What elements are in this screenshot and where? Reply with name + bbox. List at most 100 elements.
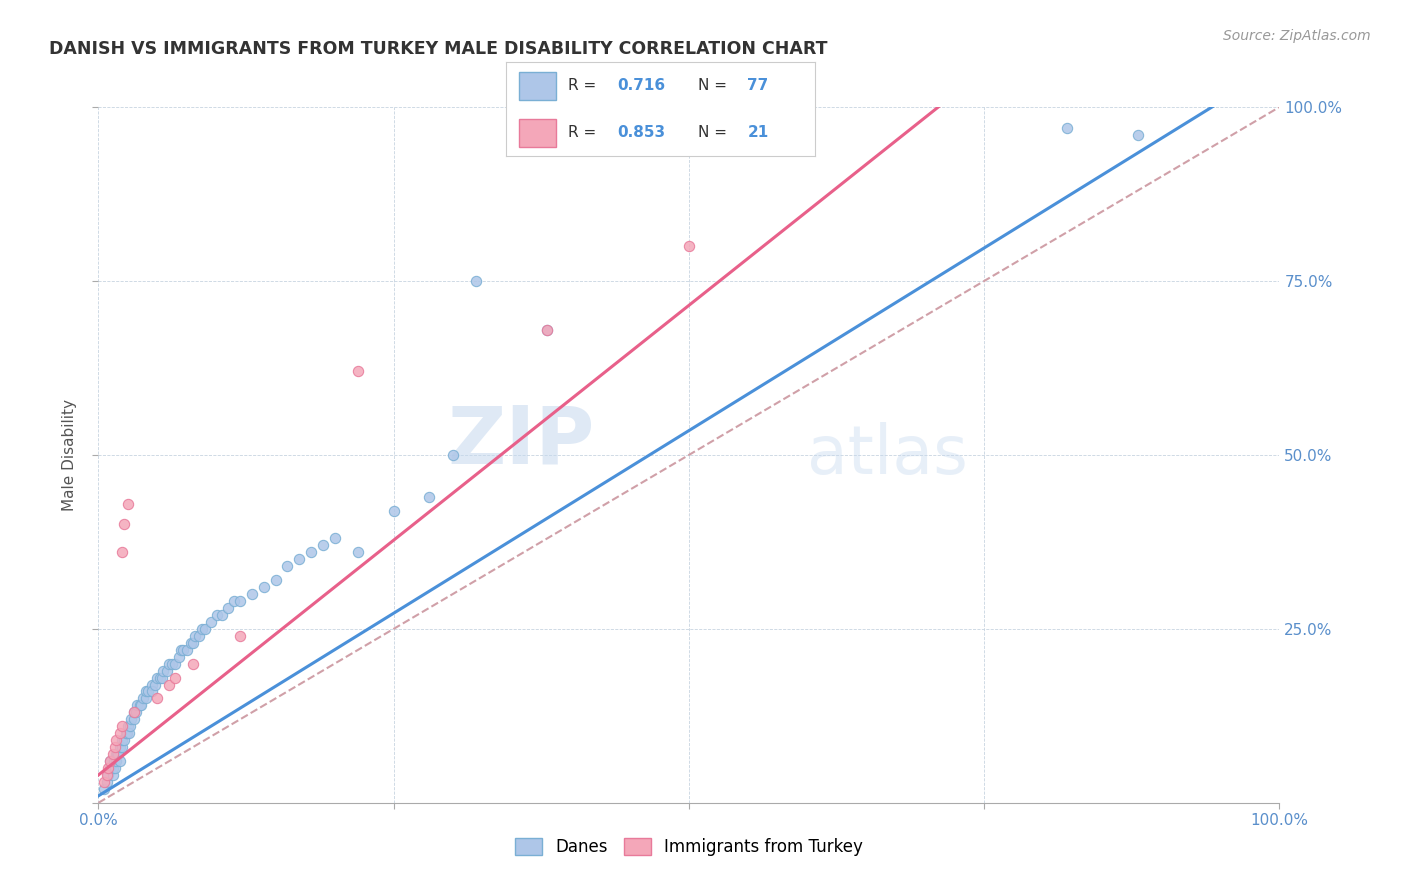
Point <box>678 239 700 253</box>
Point <box>157 657 180 671</box>
Text: N =: N = <box>697 125 727 140</box>
Point <box>536 323 558 337</box>
Point <box>152 664 174 678</box>
Point <box>107 747 129 761</box>
Point <box>323 532 346 546</box>
Point <box>299 545 322 559</box>
Point <box>181 636 204 650</box>
Point <box>441 448 464 462</box>
Text: 21: 21 <box>748 125 769 140</box>
Point <box>156 664 179 678</box>
Point <box>224 594 246 608</box>
Point <box>118 726 141 740</box>
Point <box>112 733 135 747</box>
FancyBboxPatch shape <box>519 72 555 100</box>
Point <box>229 594 252 608</box>
Legend: Danes, Immigrants from Turkey: Danes, Immigrants from Turkey <box>506 830 872 864</box>
Point <box>104 761 127 775</box>
Point <box>1126 128 1149 142</box>
FancyBboxPatch shape <box>519 119 555 147</box>
Point <box>121 712 143 726</box>
Point <box>122 706 145 720</box>
Point <box>111 740 134 755</box>
Point <box>122 712 145 726</box>
Point <box>180 636 202 650</box>
Point <box>157 677 180 691</box>
Point <box>312 538 335 552</box>
Point <box>200 615 222 629</box>
Point <box>167 649 190 664</box>
Text: R =: R = <box>568 125 596 140</box>
Point <box>160 657 183 671</box>
Point <box>136 684 159 698</box>
Point <box>170 642 193 657</box>
Point <box>141 677 163 691</box>
Point <box>135 691 157 706</box>
Point <box>103 754 125 768</box>
Point <box>253 580 276 594</box>
Point <box>229 629 252 643</box>
Point <box>129 698 152 713</box>
Text: atlas: atlas <box>807 422 967 488</box>
Point <box>112 517 135 532</box>
Point <box>176 642 198 657</box>
Text: Source: ZipAtlas.com: Source: ZipAtlas.com <box>1223 29 1371 43</box>
Point <box>181 657 204 671</box>
Text: R =: R = <box>568 78 596 94</box>
Point <box>104 740 127 755</box>
Point <box>264 573 287 587</box>
Point <box>111 719 134 733</box>
Point <box>184 629 207 643</box>
Point <box>146 691 169 706</box>
Text: 77: 77 <box>748 78 769 94</box>
Point <box>111 545 134 559</box>
Point <box>146 671 169 685</box>
Point <box>347 364 370 378</box>
Point <box>165 657 187 671</box>
Point <box>288 552 311 566</box>
Point <box>98 761 121 775</box>
Point <box>115 726 138 740</box>
Point <box>105 747 128 761</box>
Point <box>108 740 131 755</box>
Point <box>194 622 217 636</box>
Text: DANISH VS IMMIGRANTS FROM TURKEY MALE DISABILITY CORRELATION CHART: DANISH VS IMMIGRANTS FROM TURKEY MALE DI… <box>49 40 828 58</box>
Point <box>111 733 134 747</box>
Point <box>1056 120 1078 135</box>
Point <box>418 490 440 504</box>
Point <box>117 497 139 511</box>
Point <box>347 545 370 559</box>
Point <box>122 706 145 720</box>
Point <box>276 559 298 574</box>
Point <box>105 754 128 768</box>
Point <box>465 274 488 288</box>
Y-axis label: Male Disability: Male Disability <box>62 399 77 511</box>
Point <box>101 747 124 761</box>
Point <box>132 691 155 706</box>
Point <box>96 775 118 789</box>
Point <box>127 698 149 713</box>
Point <box>108 726 131 740</box>
Point <box>108 754 131 768</box>
Text: N =: N = <box>697 78 727 94</box>
Point <box>191 622 214 636</box>
Point <box>93 781 115 796</box>
Point <box>165 671 187 685</box>
Point <box>205 607 228 622</box>
Point <box>117 719 139 733</box>
Point <box>125 706 148 720</box>
Point <box>150 671 173 685</box>
Point <box>97 761 120 775</box>
Point <box>187 629 209 643</box>
Point <box>93 775 115 789</box>
Point <box>149 671 172 685</box>
Point <box>98 754 121 768</box>
Point <box>172 642 194 657</box>
Point <box>143 677 166 691</box>
Point <box>101 761 124 775</box>
Point <box>141 684 163 698</box>
Text: 0.716: 0.716 <box>617 78 665 94</box>
Point <box>105 747 128 761</box>
Point <box>97 768 120 782</box>
Point <box>114 726 136 740</box>
